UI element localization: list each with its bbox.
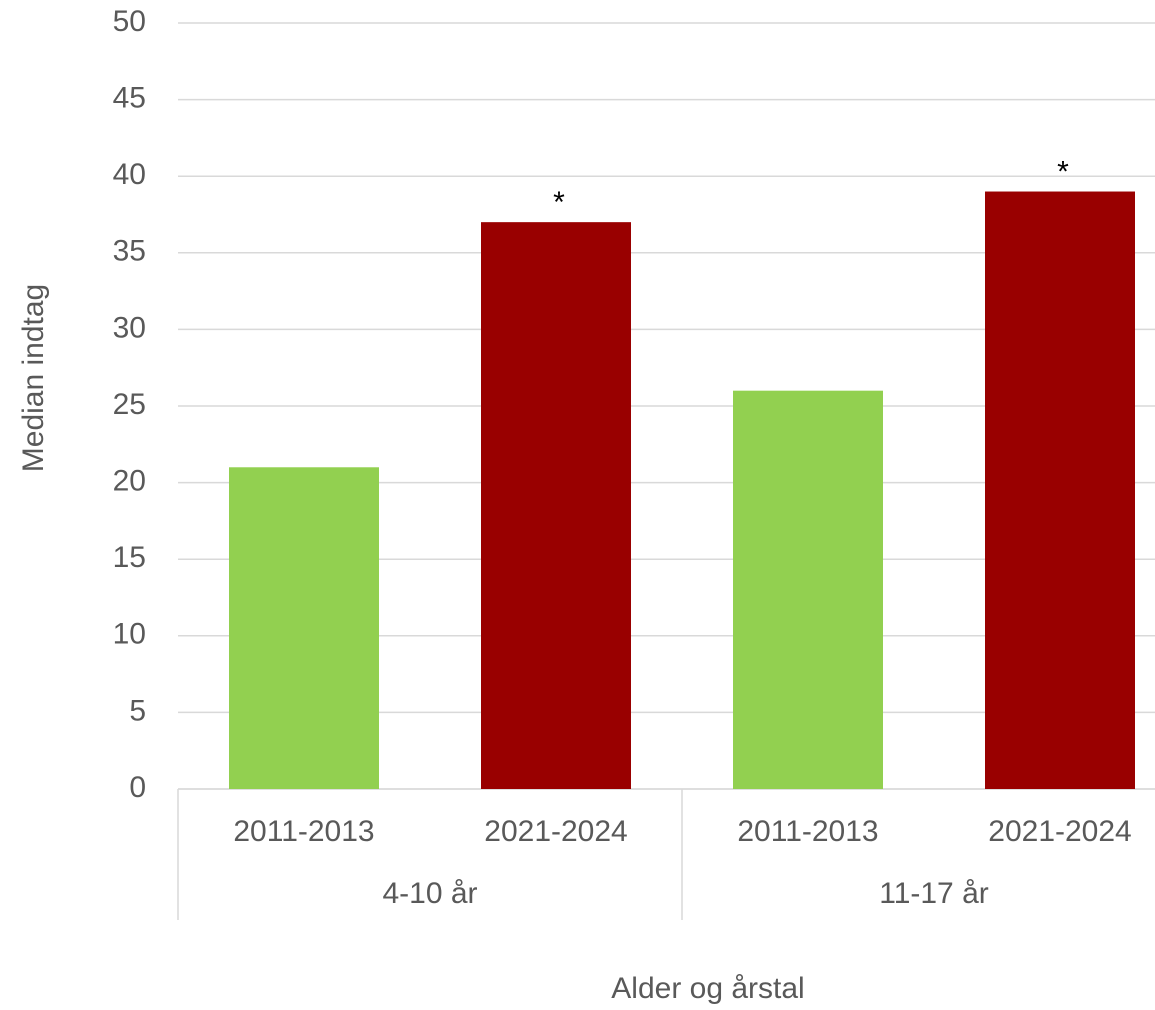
x-tick-label: 2021-2024	[988, 815, 1131, 848]
bar	[985, 191, 1135, 789]
x-tick-label: 2011-2013	[737, 815, 878, 848]
y-tick-label: 25	[113, 388, 146, 421]
y-tick-label: 40	[113, 158, 146, 191]
group-label: 4-10 år	[382, 877, 477, 910]
y-axis-label: Median indtag	[17, 284, 50, 472]
y-tick-label: 45	[113, 82, 146, 115]
y-tick-label: 20	[113, 465, 146, 498]
y-tick-label: 0	[129, 771, 146, 804]
group-label: 11-17 år	[879, 877, 989, 910]
y-tick-label: 35	[113, 235, 146, 268]
x-axis-label: Alder og årstal	[611, 972, 804, 1005]
y-tick-label: 30	[113, 311, 146, 344]
y-tick-label: 15	[113, 541, 146, 574]
x-tick-label: 2021-2024	[484, 815, 627, 848]
y-tick-label: 5	[129, 694, 146, 727]
bar	[229, 467, 379, 789]
y-tick-label: 10	[113, 618, 146, 651]
bar	[733, 390, 883, 789]
significance-marker: *	[553, 186, 565, 219]
bar	[481, 222, 631, 789]
y-tick-label: 50	[113, 5, 146, 38]
significance-marker: *	[1057, 155, 1069, 188]
x-tick-label: 2011-2013	[233, 815, 374, 848]
